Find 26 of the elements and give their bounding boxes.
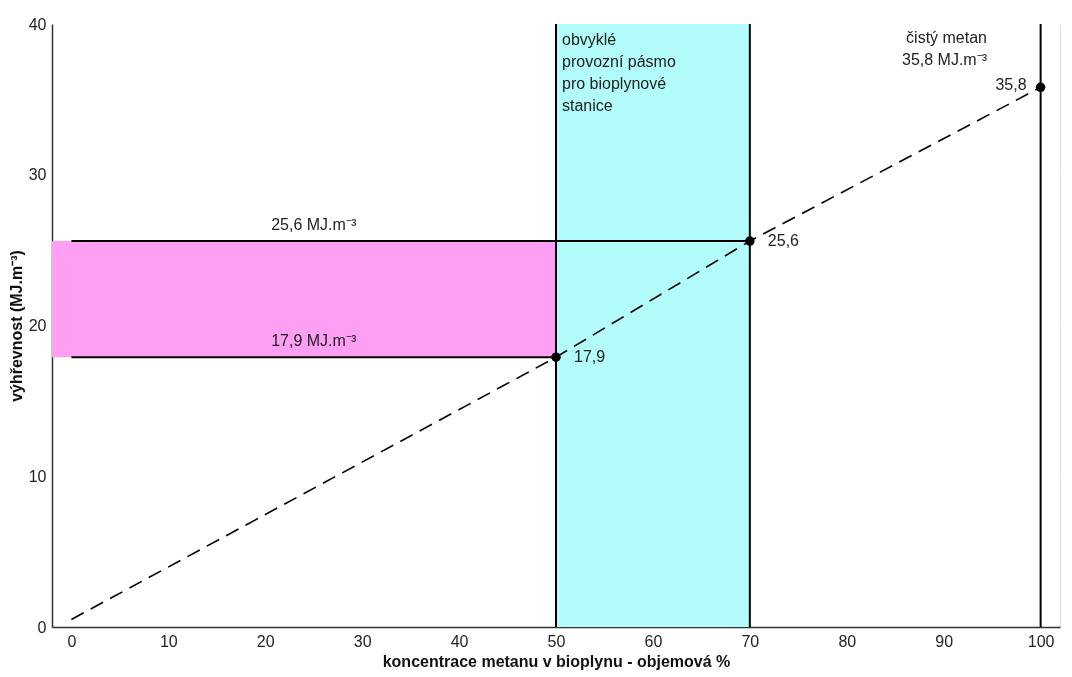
y-tick-label: 30 [28,166,47,184]
y-tick-label: 10 [28,467,47,485]
x-tick-label: 0 [67,632,77,650]
point [1035,82,1046,93]
x-tick-label: 10 [159,632,178,650]
annotation: 25,6 MJ.m⁻³ [271,216,357,234]
x-tick-label: 70 [741,632,760,650]
x-tick-label: 50 [547,632,566,650]
x-tick-label: 30 [353,632,372,650]
y-axis-title: výhřevnost (MJ.m⁻³) [7,250,25,402]
data-label: 17,9 [574,348,606,366]
x-axis-title: koncentrace metanu v bioplynu - objemová % [382,652,731,670]
y-tick-label: 20 [28,317,47,334]
data-label: 35,8 [995,76,1027,94]
x-tick-label: 20 [256,632,275,650]
band-label: obvyklé provozní pásmo pro bioplynové stanice [562,31,676,114]
x-tick-label: 90 [935,632,954,650]
x-tick-label: 60 [644,632,663,650]
data-label: 25,6 [767,232,800,250]
x-tick-label: 100 [1027,632,1055,650]
annotation: čistý metan 35,8 MJ.m⁻³ [901,29,988,68]
x-tick-label: 80 [838,632,857,650]
y-tick-label: 40 [28,15,47,33]
annotation: 17,9 MJ.m⁻³ [271,332,357,350]
y-tick-label: 0 [37,618,47,636]
x-tick-label: 40 [450,632,469,650]
